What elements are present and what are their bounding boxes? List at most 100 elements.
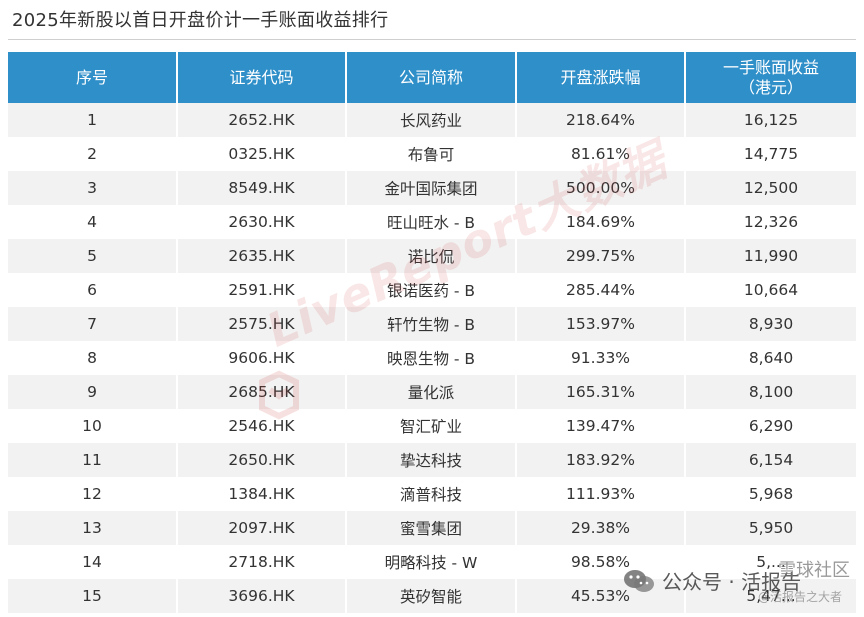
cell-gain: 5,... — [756, 553, 786, 571]
cell-seq: 12 — [8, 477, 178, 511]
cell-code: 2546.HK — [178, 409, 347, 443]
wechat-icon — [624, 569, 654, 592]
header-gain-line2: （港元） — [738, 77, 803, 97]
ranking-table: 序号 证券代码 公司简称 开盘涨跌幅 一手账面收益 （港元） 1 2652.HK 长… — [8, 52, 856, 613]
cell-change: 98.58% — [517, 545, 686, 579]
cell-change: 299.75% — [517, 239, 686, 273]
header-name: 公司简称 — [347, 52, 517, 103]
cell-code: 2652.HK — [178, 103, 347, 137]
cell-name: 滴普科技 — [347, 477, 517, 511]
cell-change: 45.53% — [517, 579, 686, 613]
cell-seq: 3 — [8, 171, 178, 205]
table-row: 4 2630.HK 旺山旺水 - B 184.69% 12,326 — [8, 205, 856, 239]
cell-name: 旺山旺水 - B — [347, 205, 517, 239]
cell-code: 2650.HK — [178, 443, 347, 477]
cell-seq: 2 — [8, 137, 178, 171]
cell-change: 184.69% — [517, 205, 686, 239]
table-row: 8 9606.HK 映恩生物 - B 91.33% 8,640 — [8, 341, 856, 375]
title-divider — [8, 39, 856, 40]
cell-gain: 10,664 — [743, 281, 799, 299]
wechat-overlay: 公众号 · 活报告 — [622, 566, 801, 595]
cell-code: 2591.HK — [178, 273, 347, 307]
cell-code: 2630.HK — [178, 205, 347, 239]
table-row: 12 1384.HK 滴普科技 111.93% 5,968 — [8, 477, 856, 511]
table-row: 10 2546.HK 智汇矿业 139.47% 6,290 — [8, 409, 856, 443]
cell-code: 0325.HK — [178, 137, 347, 171]
table-row: 13 2097.HK 蜜雪集团 29.38% 5,950 — [8, 511, 856, 545]
table-row: 2 0325.HK 布鲁可 81.61% 14,775 — [8, 137, 856, 171]
page-title: 2025年新股以首日开盘价计一手账面收益排行 — [12, 10, 389, 31]
header-gain: 一手账面收益 （港元） — [686, 52, 856, 103]
cell-gain: 12,500 — [743, 179, 799, 197]
cell-gain: 8,100 — [748, 383, 794, 401]
cell-code: 2097.HK — [178, 511, 347, 545]
cell-gain: 5,47... — [746, 587, 796, 605]
cell-name: 英矽智能 — [347, 579, 517, 613]
header-change: 开盘涨跌幅 — [517, 52, 686, 103]
cell-gain: 5,950 — [748, 519, 794, 537]
cell-name: 智汇矿业 — [347, 409, 517, 443]
cell-name: 长风药业 — [347, 103, 517, 137]
cell-gain: 6,290 — [748, 417, 794, 435]
cell-seq: 1 — [8, 103, 178, 137]
cell-gain: 16,125 — [743, 111, 799, 129]
cell-change: 91.33% — [517, 341, 686, 375]
cell-seq: 4 — [8, 205, 178, 239]
cell-code: 1384.HK — [178, 477, 347, 511]
cell-seq: 6 — [8, 273, 178, 307]
cell-gain: 11,990 — [743, 247, 799, 265]
cell-change: 111.93% — [517, 477, 686, 511]
cell-change: 29.38% — [517, 511, 686, 545]
header-gain-line1: 一手账面收益 — [722, 57, 819, 77]
cell-seq: 14 — [8, 545, 178, 579]
cell-seq: 11 — [8, 443, 178, 477]
table-row: 7 2575.HK 轩竹生物 - B 153.97% 8,930 — [8, 307, 856, 341]
cell-gain: 8,640 — [748, 349, 794, 367]
wechat-label: 公众号 · 活报告 — [662, 570, 802, 594]
header-code: 证券代码 — [178, 52, 347, 103]
cell-seq: 8 — [8, 341, 178, 375]
cell-gain: 6,154 — [748, 451, 794, 469]
corner-watermark-sub: @活报告之大者 — [757, 590, 842, 604]
table-header: 序号 证券代码 公司简称 开盘涨跌幅 一手账面收益 （港元） — [8, 52, 856, 103]
table-row: 14 2718.HK 明略科技 - W 98.58% 5,... — [8, 545, 856, 579]
cell-code: 9606.HK — [178, 341, 347, 375]
cell-name: 蜜雪集团 — [347, 511, 517, 545]
cell-code: 2575.HK — [178, 307, 347, 341]
cell-change: 218.64% — [517, 103, 686, 137]
header-seq: 序号 — [8, 52, 178, 103]
cell-name: 布鲁可 — [347, 137, 517, 171]
cell-gain: 5,968 — [748, 485, 794, 503]
cell-name: 量化派 — [347, 375, 517, 409]
cell-change: 153.97% — [517, 307, 686, 341]
cell-seq: 10 — [8, 409, 178, 443]
cell-gain: 12,326 — [743, 213, 799, 231]
cell-code: 2635.HK — [178, 239, 347, 273]
table-row: 3 8549.HK 金叶国际集团 500.00% 12,500 — [8, 171, 856, 205]
table-row: 11 2650.HK 挚达科技 183.92% 6,154 — [8, 443, 856, 477]
cell-name: 轩竹生物 - B — [347, 307, 517, 341]
cell-seq: 5 — [8, 239, 178, 273]
cell-code: 2685.HK — [178, 375, 347, 409]
cell-seq: 9 — [8, 375, 178, 409]
cell-change: 139.47% — [517, 409, 686, 443]
cell-name: 映恩生物 - B — [347, 341, 517, 375]
cell-change: 285.44% — [517, 273, 686, 307]
cell-seq: 13 — [8, 511, 178, 545]
cell-seq: 7 — [8, 307, 178, 341]
cell-name: 银诺医药 - B — [347, 273, 517, 307]
cell-seq: 15 — [8, 579, 178, 613]
cell-gain: 14,775 — [743, 145, 799, 163]
cell-code: 8549.HK — [178, 171, 347, 205]
cell-name: 挚达科技 — [347, 443, 517, 477]
cell-name: 金叶国际集团 — [347, 171, 517, 205]
corner-watermark: 雪球社区 — [778, 560, 850, 581]
table-body: 1 2652.HK 长风药业 218.64% 16,125 2 0325.HK 布鲁可 81.6… — [8, 103, 856, 613]
table-row: 6 2591.HK 银诺医药 - B 285.44% 10,664 — [8, 273, 856, 307]
cell-change: 81.61% — [517, 137, 686, 171]
cell-change: 183.92% — [517, 443, 686, 477]
cell-name: 诺比侃 — [347, 239, 517, 273]
table-row: 15 3696.HK 英矽智能 45.53% 5,47... — [8, 579, 856, 613]
cell-gain: 8,930 — [748, 315, 794, 333]
cell-code: 2718.HK — [178, 545, 347, 579]
